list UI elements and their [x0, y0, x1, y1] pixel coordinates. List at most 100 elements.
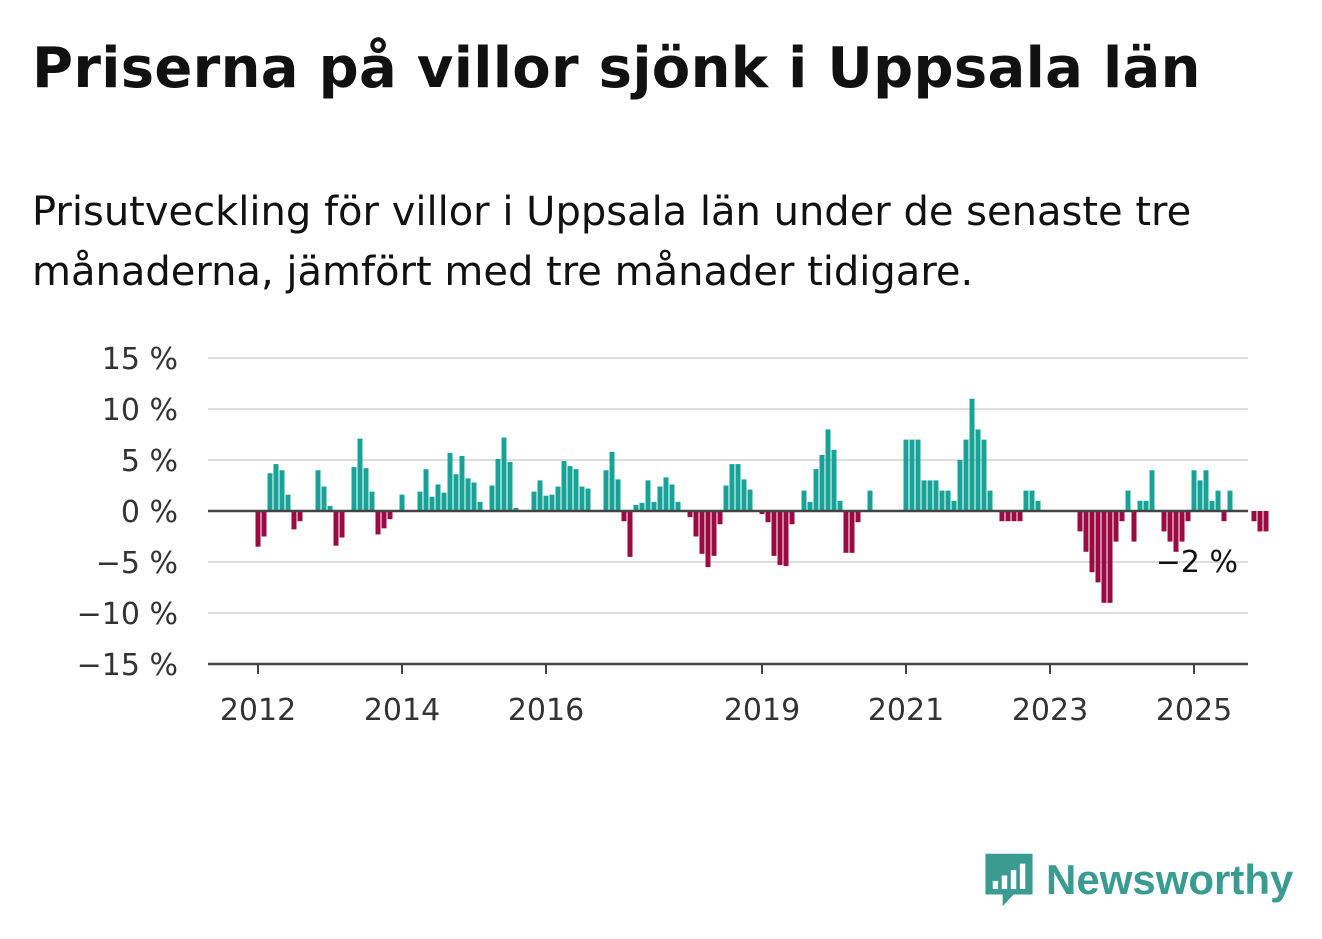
last-value-label: −2 % [1156, 545, 1238, 580]
chart-bar [1017, 511, 1023, 522]
chart-bar [1035, 500, 1041, 511]
chart-bar [777, 511, 783, 566]
chart-bar [471, 482, 477, 511]
chart-bar [627, 511, 633, 557]
chart-bar [1011, 511, 1017, 522]
chart-bar [831, 449, 837, 511]
chart-bar [651, 501, 657, 511]
y-tick-label: −5 % [96, 546, 178, 581]
chart-bar [459, 455, 465, 511]
chart-bar [789, 511, 795, 525]
chart-bar [273, 464, 279, 511]
chart-bar [1173, 511, 1179, 552]
chart-bar [1191, 470, 1197, 511]
chart-bar [1161, 511, 1167, 532]
chart-bar [951, 500, 957, 511]
chart-bar [375, 511, 381, 535]
chart-bar [357, 438, 363, 511]
chart-bar [945, 490, 951, 511]
chart-bar [351, 467, 357, 511]
y-tick-label: 0 % [121, 495, 178, 530]
chart-bar [987, 490, 993, 511]
chart-bar [1179, 511, 1185, 542]
newsworthy-logo-icon [985, 853, 1033, 907]
chart-bar [1089, 511, 1095, 573]
chart-bar [321, 486, 327, 511]
chart-bar [381, 511, 387, 529]
chart-bar [843, 511, 849, 553]
chart-bar [975, 429, 981, 511]
y-tick-label: 10 % [102, 393, 178, 428]
chart-bar [255, 511, 261, 547]
chart-bar [339, 511, 345, 538]
chart-bar [435, 484, 441, 511]
chart-bar [615, 479, 621, 511]
x-tick-label: 2025 [1156, 693, 1232, 728]
chart-bar [399, 494, 405, 511]
chart-bar [363, 468, 369, 511]
chart-bar [1143, 500, 1149, 511]
chart-bar [825, 429, 831, 511]
chart-bar [279, 470, 285, 511]
chart-bar [1101, 511, 1107, 603]
chart-bar [1221, 511, 1227, 522]
chart-bar [807, 501, 813, 511]
chart-bar [969, 398, 975, 511]
chart-bar [1107, 511, 1113, 603]
chart-bar [513, 507, 519, 511]
chart-bar [387, 511, 393, 520]
y-tick-label: −10 % [77, 597, 178, 632]
chart-bar [609, 451, 615, 511]
chart-bar [1095, 511, 1101, 583]
chart-bar [1197, 480, 1203, 511]
chart-bar [603, 470, 609, 511]
chart-bar [717, 511, 723, 525]
chart-bar [819, 454, 825, 511]
chart-bar [315, 470, 321, 511]
chart-bar [903, 439, 909, 511]
chart-bar [441, 492, 447, 511]
chart-bar [999, 511, 1005, 522]
chart-bar [297, 511, 303, 522]
chart-bar [675, 501, 681, 511]
chart-bar [909, 439, 915, 511]
chart-bar [561, 461, 567, 511]
chart-bar [495, 458, 501, 511]
chart-bar [291, 511, 297, 530]
bar-chart: 15 % 10 % 5 % 0 % −5 % −10 % −15 % 2012 2014 2016… [77, 342, 1269, 728]
chart-bar [501, 437, 507, 511]
y-tick-label: 15 % [102, 342, 178, 377]
chart-bar [285, 494, 291, 511]
chart-bar [417, 491, 423, 511]
chart-bar [1125, 490, 1131, 511]
chart-bar [489, 485, 495, 511]
chart-bar [669, 484, 675, 511]
chart-bar [939, 490, 945, 511]
chart-bar [957, 460, 963, 511]
chart-bar [645, 480, 651, 511]
chart-bar [1023, 490, 1029, 511]
chart-bar [507, 462, 513, 511]
chart-bar [921, 480, 927, 511]
chart-bar [759, 511, 765, 515]
chart-bar [537, 480, 543, 511]
chart-bar [633, 504, 639, 511]
chart-bar [549, 494, 555, 511]
chart-bar [741, 479, 747, 511]
x-tick-label: 2019 [724, 693, 800, 728]
chart-bar [723, 485, 729, 511]
brand-name: Newsworthy [1046, 856, 1294, 903]
chart-bar [933, 480, 939, 511]
chart-bar [771, 511, 777, 556]
chart-bar [801, 490, 807, 511]
chart-bar [453, 474, 459, 511]
chart-bar [837, 500, 843, 511]
chart-bar [555, 486, 561, 511]
chart-bar [981, 439, 987, 511]
chart-bar [693, 511, 699, 537]
y-tick-label: 5 % [121, 444, 178, 479]
x-tick-label: 2023 [1012, 693, 1088, 728]
chart-bar [543, 495, 549, 511]
chart-bar [663, 477, 669, 511]
chart-bar [465, 478, 471, 511]
